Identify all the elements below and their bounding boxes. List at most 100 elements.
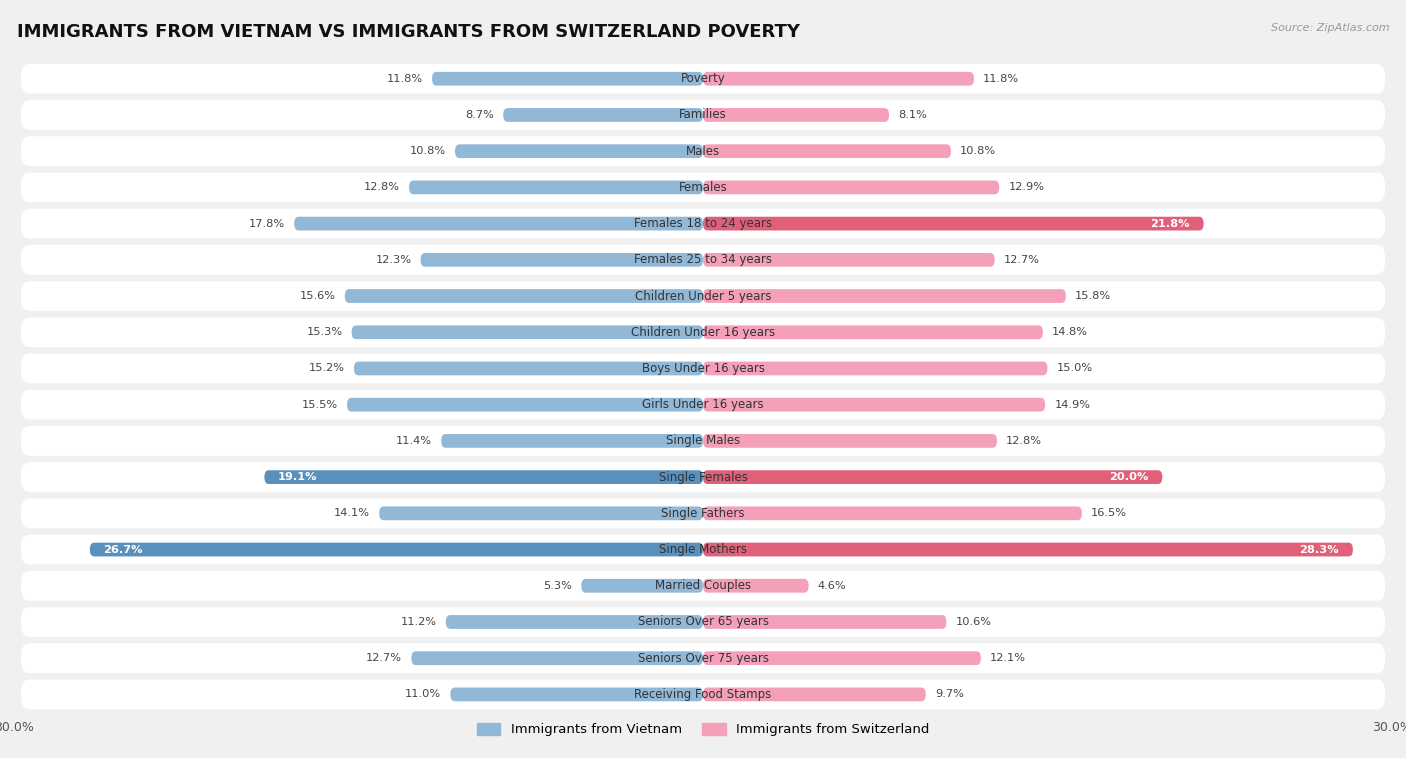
Text: 11.2%: 11.2% xyxy=(401,617,437,627)
Text: 20.0%: 20.0% xyxy=(1109,472,1149,482)
FancyBboxPatch shape xyxy=(347,398,703,412)
Text: Females 25 to 34 years: Females 25 to 34 years xyxy=(634,253,772,266)
FancyBboxPatch shape xyxy=(703,253,994,267)
Text: 4.6%: 4.6% xyxy=(818,581,846,590)
Text: IMMIGRANTS FROM VIETNAM VS IMMIGRANTS FROM SWITZERLAND POVERTY: IMMIGRANTS FROM VIETNAM VS IMMIGRANTS FR… xyxy=(17,23,800,41)
FancyBboxPatch shape xyxy=(21,281,1385,311)
FancyBboxPatch shape xyxy=(420,253,703,267)
FancyBboxPatch shape xyxy=(703,325,1043,339)
Text: Single Females: Single Females xyxy=(658,471,748,484)
Text: 12.1%: 12.1% xyxy=(990,653,1026,663)
FancyBboxPatch shape xyxy=(703,289,1066,303)
FancyBboxPatch shape xyxy=(294,217,703,230)
FancyBboxPatch shape xyxy=(21,426,1385,456)
FancyBboxPatch shape xyxy=(703,543,1353,556)
Text: 8.1%: 8.1% xyxy=(898,110,927,120)
Text: Females 18 to 24 years: Females 18 to 24 years xyxy=(634,217,772,230)
Text: Single Fathers: Single Fathers xyxy=(661,507,745,520)
Text: 11.8%: 11.8% xyxy=(983,74,1019,83)
Text: 26.7%: 26.7% xyxy=(104,544,143,555)
Text: 14.1%: 14.1% xyxy=(335,509,370,518)
FancyBboxPatch shape xyxy=(21,173,1385,202)
Text: 5.3%: 5.3% xyxy=(543,581,572,590)
Text: 19.1%: 19.1% xyxy=(278,472,318,482)
FancyBboxPatch shape xyxy=(432,72,703,86)
FancyBboxPatch shape xyxy=(21,354,1385,384)
FancyBboxPatch shape xyxy=(21,644,1385,673)
FancyBboxPatch shape xyxy=(21,318,1385,347)
FancyBboxPatch shape xyxy=(703,362,1047,375)
Text: Children Under 5 years: Children Under 5 years xyxy=(634,290,772,302)
FancyBboxPatch shape xyxy=(21,64,1385,93)
Text: 15.3%: 15.3% xyxy=(307,327,343,337)
FancyBboxPatch shape xyxy=(21,534,1385,565)
Text: Seniors Over 65 years: Seniors Over 65 years xyxy=(637,615,769,628)
Text: Receiving Food Stamps: Receiving Food Stamps xyxy=(634,688,772,701)
FancyBboxPatch shape xyxy=(450,688,703,701)
FancyBboxPatch shape xyxy=(703,72,974,86)
FancyBboxPatch shape xyxy=(409,180,703,194)
Text: Males: Males xyxy=(686,145,720,158)
Text: Boys Under 16 years: Boys Under 16 years xyxy=(641,362,765,375)
Text: 15.0%: 15.0% xyxy=(1057,364,1092,374)
Text: 16.5%: 16.5% xyxy=(1091,509,1128,518)
Text: Single Males: Single Males xyxy=(666,434,740,447)
Text: 10.6%: 10.6% xyxy=(956,617,991,627)
Text: Children Under 16 years: Children Under 16 years xyxy=(631,326,775,339)
FancyBboxPatch shape xyxy=(21,462,1385,492)
FancyBboxPatch shape xyxy=(703,470,1163,484)
Text: 21.8%: 21.8% xyxy=(1150,218,1189,229)
FancyBboxPatch shape xyxy=(703,506,1083,520)
FancyBboxPatch shape xyxy=(90,543,703,556)
FancyBboxPatch shape xyxy=(581,579,703,593)
FancyBboxPatch shape xyxy=(456,144,703,158)
Text: Poverty: Poverty xyxy=(681,72,725,85)
FancyBboxPatch shape xyxy=(703,579,808,593)
Text: 12.7%: 12.7% xyxy=(1004,255,1040,265)
Text: 11.8%: 11.8% xyxy=(387,74,423,83)
FancyBboxPatch shape xyxy=(21,136,1385,166)
FancyBboxPatch shape xyxy=(703,217,1204,230)
Text: 11.4%: 11.4% xyxy=(396,436,432,446)
FancyBboxPatch shape xyxy=(380,506,703,520)
Text: Girls Under 16 years: Girls Under 16 years xyxy=(643,398,763,411)
Legend: Immigrants from Vietnam, Immigrants from Switzerland: Immigrants from Vietnam, Immigrants from… xyxy=(471,718,935,742)
FancyBboxPatch shape xyxy=(21,245,1385,274)
Text: 14.8%: 14.8% xyxy=(1052,327,1088,337)
FancyBboxPatch shape xyxy=(21,390,1385,419)
Text: 12.9%: 12.9% xyxy=(1008,183,1045,193)
FancyBboxPatch shape xyxy=(703,144,950,158)
Text: 14.9%: 14.9% xyxy=(1054,399,1091,409)
FancyBboxPatch shape xyxy=(703,651,981,665)
FancyBboxPatch shape xyxy=(21,499,1385,528)
Text: Seniors Over 75 years: Seniors Over 75 years xyxy=(637,652,769,665)
FancyBboxPatch shape xyxy=(412,651,703,665)
Text: 12.8%: 12.8% xyxy=(364,183,399,193)
FancyBboxPatch shape xyxy=(21,100,1385,130)
Text: Families: Families xyxy=(679,108,727,121)
Text: 10.8%: 10.8% xyxy=(409,146,446,156)
Text: 15.6%: 15.6% xyxy=(299,291,336,301)
FancyBboxPatch shape xyxy=(352,325,703,339)
FancyBboxPatch shape xyxy=(703,180,1000,194)
Text: Source: ZipAtlas.com: Source: ZipAtlas.com xyxy=(1271,23,1389,33)
FancyBboxPatch shape xyxy=(354,362,703,375)
Text: 15.2%: 15.2% xyxy=(309,364,344,374)
Text: 9.7%: 9.7% xyxy=(935,690,965,700)
Text: 12.3%: 12.3% xyxy=(375,255,412,265)
FancyBboxPatch shape xyxy=(21,680,1385,709)
Text: 15.5%: 15.5% xyxy=(302,399,337,409)
FancyBboxPatch shape xyxy=(21,607,1385,637)
FancyBboxPatch shape xyxy=(703,108,889,122)
FancyBboxPatch shape xyxy=(21,208,1385,239)
Text: 12.8%: 12.8% xyxy=(1007,436,1042,446)
FancyBboxPatch shape xyxy=(703,615,946,629)
FancyBboxPatch shape xyxy=(21,571,1385,600)
FancyBboxPatch shape xyxy=(703,398,1045,412)
Text: 28.3%: 28.3% xyxy=(1299,544,1339,555)
FancyBboxPatch shape xyxy=(344,289,703,303)
Text: 17.8%: 17.8% xyxy=(249,218,285,229)
FancyBboxPatch shape xyxy=(441,434,703,448)
FancyBboxPatch shape xyxy=(703,434,997,448)
FancyBboxPatch shape xyxy=(503,108,703,122)
